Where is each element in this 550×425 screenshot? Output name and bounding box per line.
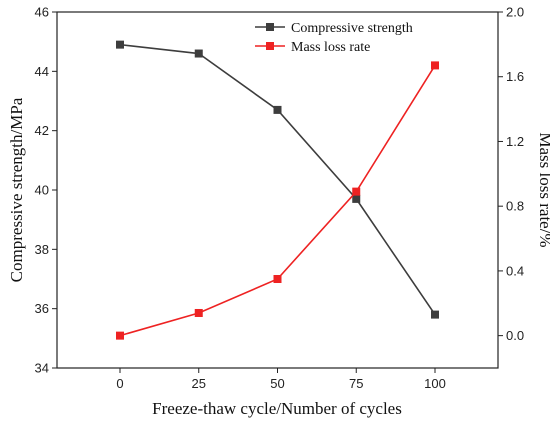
- y-tick-label: 44: [35, 64, 49, 79]
- data-point-0: [352, 194, 361, 203]
- data-point-0: [273, 105, 282, 114]
- y-tick-label: 40: [35, 183, 49, 198]
- data-point-0: [194, 49, 203, 58]
- x-tick-label: 25: [192, 376, 206, 391]
- data-point-1: [194, 308, 203, 317]
- data-point-0: [116, 40, 124, 49]
- x-tick-label: 50: [270, 376, 284, 391]
- y-tick-label: 46: [35, 5, 49, 20]
- data-point-1: [273, 275, 282, 283]
- x-axis-title: Freeze-thaw cycle/Number of cycles: [152, 399, 402, 418]
- y2-tick-label: 1.6: [506, 69, 524, 84]
- series: [116, 40, 439, 340]
- y2-tick-label: 0.0: [506, 328, 524, 343]
- y2-tick-label: 0.4: [506, 263, 524, 278]
- x-tick-label: 0: [116, 376, 123, 391]
- data-point-1: [352, 187, 361, 196]
- legend: Compressive strength Mass loss rate: [255, 21, 413, 55]
- legend-marker-mass-loss: [266, 42, 274, 50]
- legend-label-compressive: Compressive strength: [291, 21, 413, 36]
- y2-tick-label: 1.2: [506, 134, 524, 149]
- y2-tick-label: 2.0: [506, 5, 524, 20]
- ticks: 0 25 50 75 100 34 36 38 40 42 44 46 0.0 0.4 0.8 1.2 1.6 2…: [35, 5, 525, 392]
- data-point-1: [116, 331, 124, 340]
- y2-axis-title: Mass loss rate/%: [536, 132, 550, 247]
- legend-marker-compressive: [266, 23, 274, 31]
- y2-tick-label: 0.8: [506, 199, 524, 214]
- data-point-1: [431, 61, 439, 70]
- series-line-0: [119, 43, 436, 316]
- legend-label-mass-loss: Mass loss rate: [291, 40, 370, 55]
- data-point-0: [431, 310, 439, 319]
- x-tick-label: 75: [349, 376, 363, 391]
- y-tick-label: 36: [35, 301, 49, 316]
- y-axis-title: Compressive strength/MPa: [7, 97, 26, 282]
- y-tick-label: 34: [35, 361, 49, 376]
- x-tick-label: 100: [424, 376, 446, 391]
- y-tick-label: 38: [35, 242, 49, 257]
- y-tick-label: 42: [35, 123, 49, 138]
